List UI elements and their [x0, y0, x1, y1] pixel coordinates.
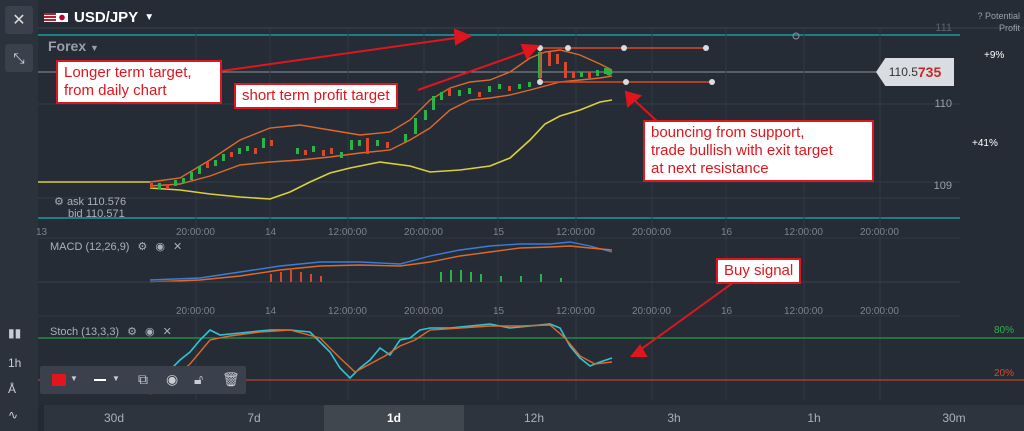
settings-icon[interactable]: ⚙ — [54, 196, 64, 208]
stoch-lower-label: 20% — [994, 368, 1015, 379]
indicators-icon: ▮▮ — [8, 326, 22, 340]
drawing-toolbox: ▼ ▼ ⧉ ◉ 🔓︎ 🗑︎ — [40, 366, 246, 394]
asset-selector[interactable]: USD/JPY ▼ — [44, 5, 154, 29]
note-buy-signal: Buy signal — [716, 258, 802, 284]
timeframe-7d[interactable]: 7d — [247, 411, 261, 425]
timeframe-1h[interactable]: 1h — [807, 411, 821, 425]
current-price-tag: 110.5 735 — [876, 58, 954, 86]
macd-signal — [149, 245, 613, 283]
macd-line — [149, 241, 613, 281]
timeframe-tool[interactable]: 1h — [8, 356, 22, 370]
upper-band — [149, 49, 613, 183]
note-longer-target: Longer term target, from daily chart — [56, 60, 222, 104]
drawing-tool[interactable]: Å — [8, 382, 16, 396]
jp-flag-icon — [56, 12, 68, 22]
color-swatch[interactable] — [52, 374, 66, 386]
note-bouncing: bouncing from support, trade bullish wit… — [643, 120, 874, 182]
profit-top: +9% — [984, 50, 1005, 61]
stoch-upper-label: 80% — [994, 325, 1015, 336]
quote-box: ⚙ ask 110.576 bid 110.571 — [54, 196, 126, 220]
moving-average — [149, 99, 613, 200]
line-width-icon[interactable] — [94, 379, 106, 381]
chart-type-tool[interactable]: ∿ — [8, 408, 18, 422]
draw-icon: Å — [8, 382, 17, 396]
note-short-target: short term profit target — [234, 83, 398, 109]
stoch-k — [149, 323, 613, 393]
potential-profit: ? Potential Profit — [977, 11, 1020, 33]
left-sidebar: ✕ ⤡ ▮▮ 1h Å ∿ — [0, 0, 38, 431]
timeframe-3h[interactable]: 3h — [667, 411, 681, 425]
chart-type-icon: ∿ — [8, 408, 19, 422]
indicators-tool[interactable]: ▮▮ — [8, 326, 21, 340]
macd-histogram — [270, 270, 562, 282]
stoch-label: Stoch (13,3,3) ⚙ ◉ ✕ — [50, 325, 172, 339]
stoch-d — [149, 324, 613, 395]
price-tick: 109 — [933, 180, 952, 192]
eye-icon[interactable]: ◉ — [166, 371, 179, 387]
timeframe-1d[interactable]: 1d — [324, 405, 464, 431]
info-icon: ? — [977, 11, 983, 21]
annotation-arrows — [213, 28, 735, 357]
price-base: 110.5 — [888, 65, 918, 79]
timeframe-30d[interactable]: 30d — [103, 411, 125, 425]
asset-category[interactable]: Forex ▼ — [48, 38, 99, 54]
chevron-down-icon[interactable]: ▼ — [70, 374, 78, 383]
gear-icon[interactable]: ⚙ — [137, 241, 148, 253]
price-highlight: 735 — [917, 64, 942, 80]
eye-icon[interactable]: ◉ — [144, 326, 155, 338]
price-tick: 111 — [935, 22, 952, 34]
close-icon[interactable]: ✕ — [162, 326, 172, 338]
collapse-button[interactable]: ⤡ — [5, 44, 33, 72]
price-tick: 110 — [934, 98, 952, 110]
timeframe-30m[interactable]: 30m — [942, 411, 966, 425]
trash-icon[interactable]: 🗑︎ — [222, 371, 240, 387]
target-lines[interactable] — [537, 32, 800, 85]
lock-icon[interactable]: 🔓︎ — [194, 371, 204, 387]
eye-icon[interactable]: ◉ — [155, 241, 165, 253]
gear-icon[interactable]: ⚙ — [127, 326, 137, 338]
collapse-icon: ⤡ — [13, 49, 25, 66]
asset-name: USD/JPY — [74, 8, 139, 26]
us-flag-icon — [44, 12, 56, 22]
copy-icon[interactable]: ⧉ — [138, 371, 148, 387]
macd-label: MACD (12,26,9) ⚙ ◉ ✕ — [50, 240, 183, 254]
chevron-down-icon[interactable]: ▼ — [112, 374, 120, 383]
chevron-down-icon: ▼ — [90, 43, 99, 53]
ask-price: ask 110.576 — [66, 196, 127, 208]
close-button[interactable]: ✕ — [5, 6, 33, 34]
timeframe-bar: 30d 7d 1d 12h 3h 1h 30m — [44, 405, 1024, 431]
profit-mid: +41% — [972, 138, 998, 149]
chevron-down-icon: ▼ — [144, 11, 155, 23]
bid-price: bid 110.571 — [68, 208, 125, 220]
timeframe-12h[interactable]: 12h — [523, 411, 545, 425]
close-icon: ✕ — [12, 12, 26, 29]
lower-band — [149, 75, 613, 187]
close-icon[interactable]: ✕ — [172, 241, 183, 253]
